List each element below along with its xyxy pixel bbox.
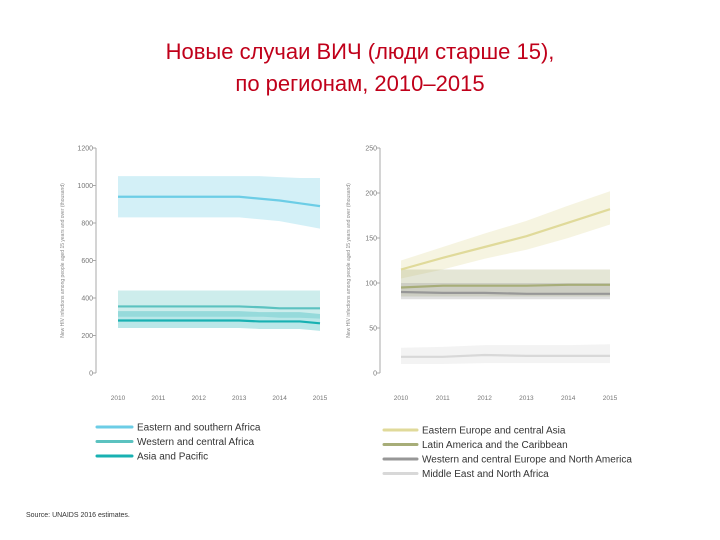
x-tick-label: 2015 <box>603 395 618 402</box>
y-tick-label: 1200 <box>77 146 93 153</box>
x-tick-label: 2012 <box>192 395 207 402</box>
uncertainty-band-western-and-central-europe-and-north-america <box>401 283 610 300</box>
slide-title-line-1: Новые случаи ВИЧ (люди старше 15), <box>165 39 555 64</box>
legend-label-eastern-and-southern-africa: Eastern and southern Africa <box>137 423 261 434</box>
y-tick-label: 400 <box>81 296 93 303</box>
y-tick-label: 0 <box>373 371 377 378</box>
uncertainty-band-eastern-europe-and-central-asia <box>401 191 610 279</box>
y-tick-label: 100 <box>365 281 377 288</box>
slide-title: Новые случаи ВИЧ (люди старше 15), по ре… <box>0 36 720 100</box>
uncertainty-band-middle-east-and-north-africa <box>401 344 610 364</box>
chart-europe-americas-mena: 0 50 100 150 200 250 New HIV infections among … <box>346 146 618 403</box>
series-line-eastern-and-southern-africa <box>118 195 321 208</box>
x-tick-label: 2015 <box>313 395 328 402</box>
x-tick-label: 2014 <box>272 395 287 402</box>
uncertainty-band-latin-america-and-the-caribbean <box>401 269 610 297</box>
chart-africa-asia: 0 200 400 600 800 1000 1200 New HIV infections … <box>60 146 328 403</box>
series-line-eastern-europe-and-central-asia <box>400 208 611 271</box>
legend-label-western-and-central-europe-and-north-america: Western and central Europe and North Ame… <box>422 455 632 466</box>
series-line-western-and-central-europe-and-north-america <box>400 290 610 295</box>
legend-label-latin-america-and-the-caribbean: Latin America and the Caribbean <box>422 440 568 451</box>
y-tick-label: 800 <box>81 221 93 228</box>
x-tick-label: 2012 <box>477 395 492 402</box>
y-tick-label: 150 <box>365 236 377 243</box>
x-tick-label: 2013 <box>519 395 534 402</box>
y-tick-label: 250 <box>365 146 377 153</box>
y-tick-label: 600 <box>81 258 93 265</box>
x-tick-label: 2013 <box>232 395 247 402</box>
y-axis-label: New HIV infections among people aged 15 … <box>60 183 66 338</box>
x-tick-label: 2010 <box>111 395 126 402</box>
x-tick-label: 2011 <box>436 395 450 402</box>
uncertainty-band-eastern-and-southern-africa <box>118 176 320 229</box>
series-line-western-and-central-africa <box>118 305 320 310</box>
legend-label-eastern-europe-and-central-asia: Eastern Europe and central Asia <box>422 426 566 437</box>
series-line-middle-east-and-north-africa <box>401 353 610 358</box>
x-tick-label: 2014 <box>561 395 576 402</box>
slide-title-line-2: по регионам, 2010–2015 <box>235 71 485 96</box>
y-tick-label: 50 <box>369 326 377 333</box>
legend-africa-asia: Eastern and southern Africa Western and c… <box>95 423 261 463</box>
series-line-asia-and-pacific <box>118 319 321 325</box>
legend-label-western-and-central-africa: Western and central Africa <box>137 437 255 448</box>
series-line-latin-america-and-the-caribbean <box>400 283 610 289</box>
uncertainty-band-western-and-central-africa <box>118 290 320 319</box>
x-tick-label: 2010 <box>394 395 409 402</box>
x-tick-label: 2011 <box>151 395 165 402</box>
legend-label-asia-and-pacific: Asia and Pacific <box>137 452 208 463</box>
legend-europe-americas-mena: Eastern Europe and central Asia Latin Ame… <box>382 426 632 480</box>
source-note: Source: UNAIDS 2016 estimates. <box>26 512 130 519</box>
y-tick-label: 200 <box>365 191 377 198</box>
y-tick-label: 0 <box>89 371 93 378</box>
y-tick-label: 200 <box>81 333 93 340</box>
y-axis-label: New HIV infections among people aged 15 … <box>346 183 352 338</box>
legend-label-middle-east-and-north-africa: Middle East and North Africa <box>422 469 549 480</box>
y-tick-label: 1000 <box>77 183 93 190</box>
